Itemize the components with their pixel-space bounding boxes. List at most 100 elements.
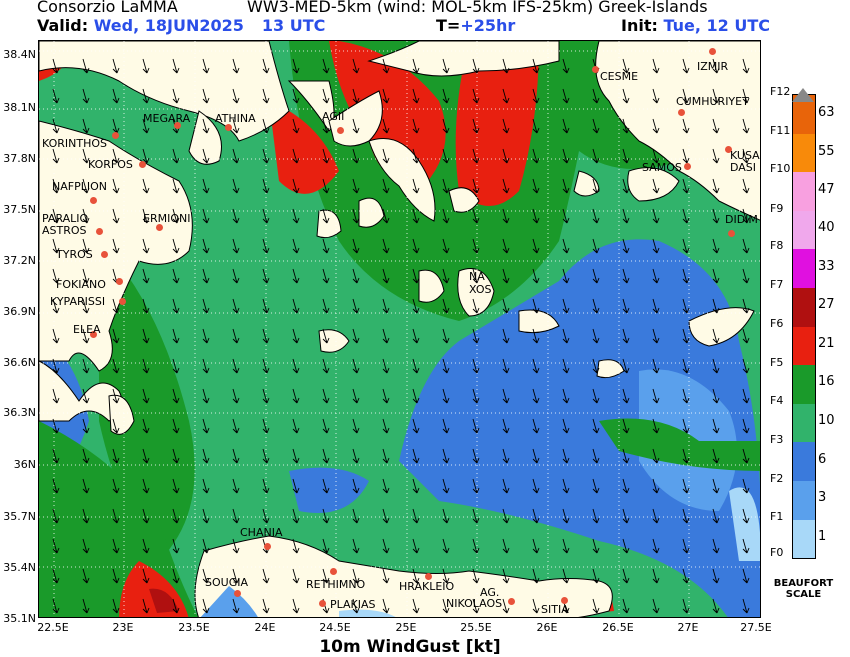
wind-arrow	[712, 268, 720, 284]
wind-arrow	[502, 178, 510, 194]
wind-arrow	[82, 118, 90, 134]
city-marker	[234, 590, 241, 597]
wind-arrow	[592, 268, 600, 284]
wind-arrow	[502, 508, 510, 524]
wind-arrow	[322, 148, 330, 164]
wind-arrow	[532, 148, 540, 164]
wind-arrow	[172, 178, 180, 194]
wind-arrow	[172, 508, 180, 524]
wind-arrow	[592, 388, 600, 404]
wind-arrow	[262, 418, 270, 434]
wind-arrow	[742, 58, 750, 74]
wind-arrow	[232, 238, 240, 254]
wind-arrow	[682, 298, 690, 314]
wind-arrow	[742, 508, 750, 524]
wind-arrow	[652, 568, 660, 584]
high-gust-north-2	[455, 41, 539, 206]
wind-arrow	[52, 178, 60, 194]
wind-arrow	[742, 88, 750, 104]
wind-arrow	[172, 88, 180, 104]
lon-label: 25E	[395, 621, 417, 634]
wind-arrow	[652, 448, 660, 464]
wind-arrow	[472, 238, 480, 254]
wind-arrow	[742, 598, 750, 614]
wind-arrow	[472, 328, 480, 344]
wind-arrow	[232, 568, 240, 584]
wind-arrow	[712, 388, 720, 404]
wind-arrow	[472, 268, 480, 284]
scale-segment	[793, 288, 815, 327]
wind-arrow	[562, 208, 570, 224]
wind-arrow	[562, 478, 570, 494]
wind-arrow	[202, 268, 210, 284]
wind-arrow	[682, 478, 690, 494]
wind-arrow	[442, 268, 450, 284]
wind-arrow	[622, 448, 630, 464]
very-high-gust-crete-w	[149, 588, 179, 613]
wind-arrow	[622, 598, 630, 614]
beaufort-label: F10	[770, 162, 791, 175]
wind-arrow	[652, 358, 660, 374]
wind-arrow	[652, 298, 660, 314]
wind-arrow	[352, 448, 360, 464]
wind-arrow	[172, 538, 180, 554]
wind-arrow	[592, 118, 600, 134]
wind-arrow	[502, 58, 510, 74]
lon-label: 24.5E	[319, 621, 351, 634]
beaufort-label: F9	[770, 202, 784, 215]
wind-arrow	[352, 358, 360, 374]
scale-value: 27	[818, 297, 835, 312]
wind-arrow	[382, 58, 390, 74]
wind-arrow	[502, 298, 510, 314]
wind-arrow	[352, 388, 360, 404]
wind-arrow	[352, 418, 360, 434]
wind-arrow	[322, 58, 330, 74]
city-marker	[508, 598, 515, 605]
wind-arrow	[322, 478, 330, 494]
wind-arrow	[412, 178, 420, 194]
wind-arrow	[472, 88, 480, 104]
beaufort-label: F4	[770, 394, 784, 407]
wind-arrow	[502, 358, 510, 374]
wind-arrow	[232, 478, 240, 494]
wind-arrow	[292, 598, 300, 614]
wind-arrow	[712, 118, 720, 134]
wind-arrow	[52, 538, 60, 554]
low-gust-patch	[289, 467, 369, 513]
wind-arrow	[442, 478, 450, 494]
wind-arrow	[232, 598, 240, 614]
init-label: Init:	[621, 16, 658, 35]
wind-arrow	[142, 148, 150, 164]
wind-arrow	[382, 88, 390, 104]
wind-arrow	[742, 178, 750, 194]
lat-label: 38.1N	[3, 101, 36, 114]
wind-arrow	[442, 328, 450, 344]
model-title: WW3-MED-5km (wind: MOL-5km IFS-25km) Gre…	[247, 0, 708, 16]
city-marker	[264, 543, 271, 550]
wind-arrow	[562, 538, 570, 554]
wind-arrow	[292, 118, 300, 134]
wind-arrow	[712, 508, 720, 524]
wind-arrow	[262, 178, 270, 194]
wind-arrow	[52, 88, 60, 104]
wind-arrow	[232, 328, 240, 344]
wind-arrow	[412, 268, 420, 284]
beaufort-label: F8	[770, 239, 784, 252]
graticule	[39, 41, 760, 617]
wind-arrow	[742, 268, 750, 284]
wind-arrow	[472, 208, 480, 224]
wind-arrow	[322, 568, 330, 584]
wind-arrow	[472, 388, 480, 404]
city-label: NA	[469, 270, 485, 283]
wind-arrow	[622, 358, 630, 374]
city-label: KUSA	[730, 149, 760, 162]
wind-arrow	[502, 418, 510, 434]
wind-arrow	[142, 58, 150, 74]
wind-arrow	[262, 508, 270, 524]
wind-arrow	[382, 208, 390, 224]
city-marker	[90, 331, 97, 338]
wind-arrow	[322, 448, 330, 464]
wind-arrow	[532, 478, 540, 494]
wind-arrow	[382, 118, 390, 134]
wind-arrow	[292, 538, 300, 554]
